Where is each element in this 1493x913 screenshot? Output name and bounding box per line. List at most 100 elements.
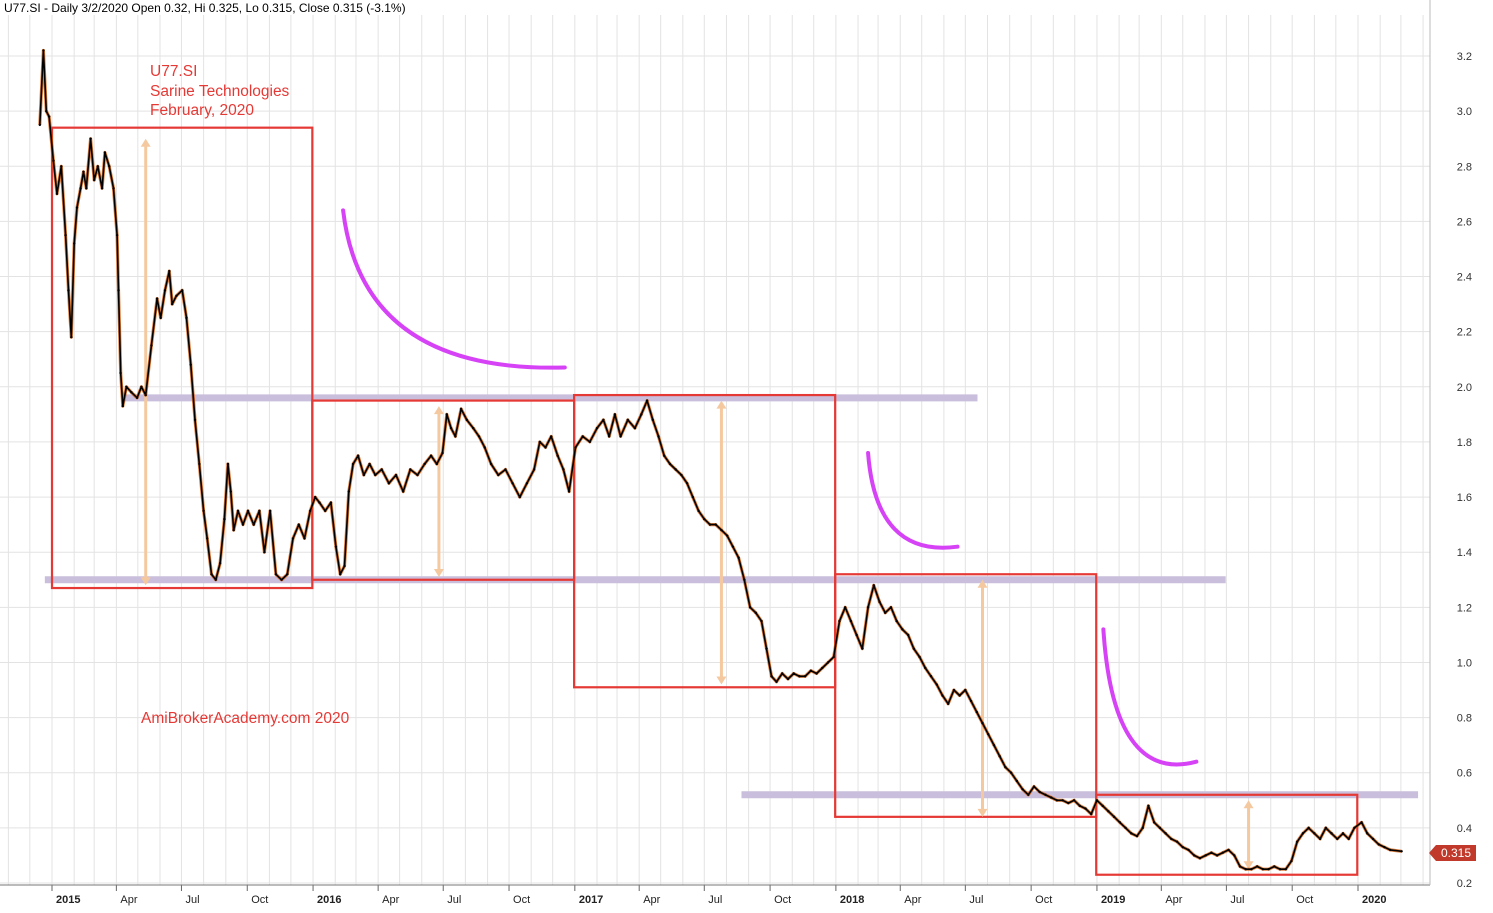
y-tick-label: 0.6	[1457, 768, 1472, 780]
y-tick-label: 1.8	[1457, 437, 1472, 449]
price-point	[1261, 868, 1265, 871]
price-point	[720, 528, 723, 532]
x-tick-label-month: Oct	[1035, 894, 1052, 906]
price-point	[252, 523, 255, 526]
y-tick-label: 3.2	[1457, 51, 1472, 63]
price-point	[626, 418, 629, 422]
price-point	[1290, 859, 1293, 863]
price-point	[544, 446, 547, 449]
price-point	[280, 578, 283, 581]
price-point	[47, 115, 51, 118]
price-point	[866, 606, 870, 609]
price-point	[465, 418, 469, 422]
price-point	[459, 407, 463, 411]
price-point	[1147, 804, 1150, 808]
price-point	[737, 556, 740, 559]
x-tick-label-year: 2015	[56, 894, 80, 906]
price-point	[42, 49, 45, 52]
price-point	[1049, 796, 1053, 799]
price-point	[1215, 854, 1219, 857]
price-point	[274, 573, 278, 576]
price-point	[55, 192, 59, 196]
price-point	[645, 399, 649, 402]
price-point	[556, 454, 559, 457]
price-point	[680, 473, 683, 477]
y-tick-label: 1.0	[1457, 657, 1472, 669]
price-point	[112, 187, 115, 190]
x-tick-label-month: Apr	[382, 894, 399, 906]
price-point	[416, 473, 419, 477]
price-point	[343, 564, 346, 568]
price-point	[324, 509, 327, 513]
price-point	[1324, 826, 1328, 830]
y-tick-label: 2.0	[1457, 382, 1472, 394]
x-tick-label-month: Apr	[904, 894, 921, 906]
price-point	[770, 675, 773, 678]
price-point	[189, 363, 192, 366]
ticker-annotation: U77.SI	[150, 63, 198, 80]
price-point	[538, 440, 541, 444]
price-point	[155, 297, 159, 300]
x-tick-label-month: Jul	[185, 894, 199, 906]
price-point	[170, 302, 174, 306]
price-point	[1101, 804, 1104, 808]
x-tick-label-year: 2018	[840, 894, 864, 906]
price-point	[1347, 837, 1350, 841]
price-point	[731, 545, 735, 548]
price-point	[607, 435, 611, 438]
price-point	[775, 680, 778, 683]
price-point	[175, 294, 178, 298]
price-point	[1366, 832, 1369, 835]
price-point	[185, 316, 188, 320]
price-point	[303, 537, 306, 540]
price-point	[429, 454, 433, 457]
y-tick-label: 2.8	[1457, 161, 1472, 173]
y-tick-label: 2.6	[1457, 216, 1472, 228]
arrow-head-up	[1243, 800, 1254, 809]
price-point	[562, 468, 565, 471]
price-point	[714, 523, 717, 526]
range-box	[1095, 793, 1359, 876]
price-point	[748, 606, 752, 609]
price-point	[1112, 815, 1116, 819]
price-point	[691, 495, 695, 499]
price-point	[1388, 848, 1392, 852]
price-point	[1284, 868, 1287, 871]
price-point	[351, 462, 355, 466]
y-tick-label: 1.4	[1457, 547, 1472, 559]
price-point	[838, 619, 841, 623]
price-point	[60, 165, 63, 168]
range-box	[573, 393, 837, 689]
y-tick-label: 1.6	[1457, 492, 1472, 504]
price-point	[314, 495, 317, 499]
price-point	[115, 233, 119, 237]
price-point	[657, 435, 660, 438]
price-point	[1278, 868, 1282, 871]
y-tick-label: 0.2	[1457, 878, 1472, 890]
price-point	[75, 206, 79, 209]
price-point	[884, 611, 887, 615]
price-point	[1313, 832, 1316, 835]
price-point	[497, 473, 500, 477]
price-point	[163, 289, 167, 292]
price-point	[1330, 832, 1333, 835]
price-point	[1158, 826, 1162, 830]
price-point	[987, 732, 990, 736]
price-point	[362, 473, 366, 477]
y-tick-label: 2.2	[1457, 327, 1472, 339]
price-point	[668, 462, 672, 466]
price-point	[356, 454, 360, 457]
price-point	[409, 468, 412, 471]
price-point	[218, 562, 222, 565]
price-point	[574, 446, 577, 449]
price-point	[1371, 837, 1375, 841]
price-point	[1061, 799, 1064, 802]
price-point	[297, 523, 300, 526]
price-point	[1341, 832, 1345, 835]
price-point	[906, 633, 910, 637]
range-box	[50, 126, 314, 590]
price-point	[674, 468, 677, 471]
price-point	[121, 404, 125, 408]
price-point	[872, 584, 875, 587]
